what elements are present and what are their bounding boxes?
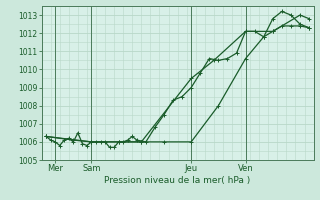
X-axis label: Pression niveau de la mer( hPa ): Pression niveau de la mer( hPa ) bbox=[104, 176, 251, 185]
